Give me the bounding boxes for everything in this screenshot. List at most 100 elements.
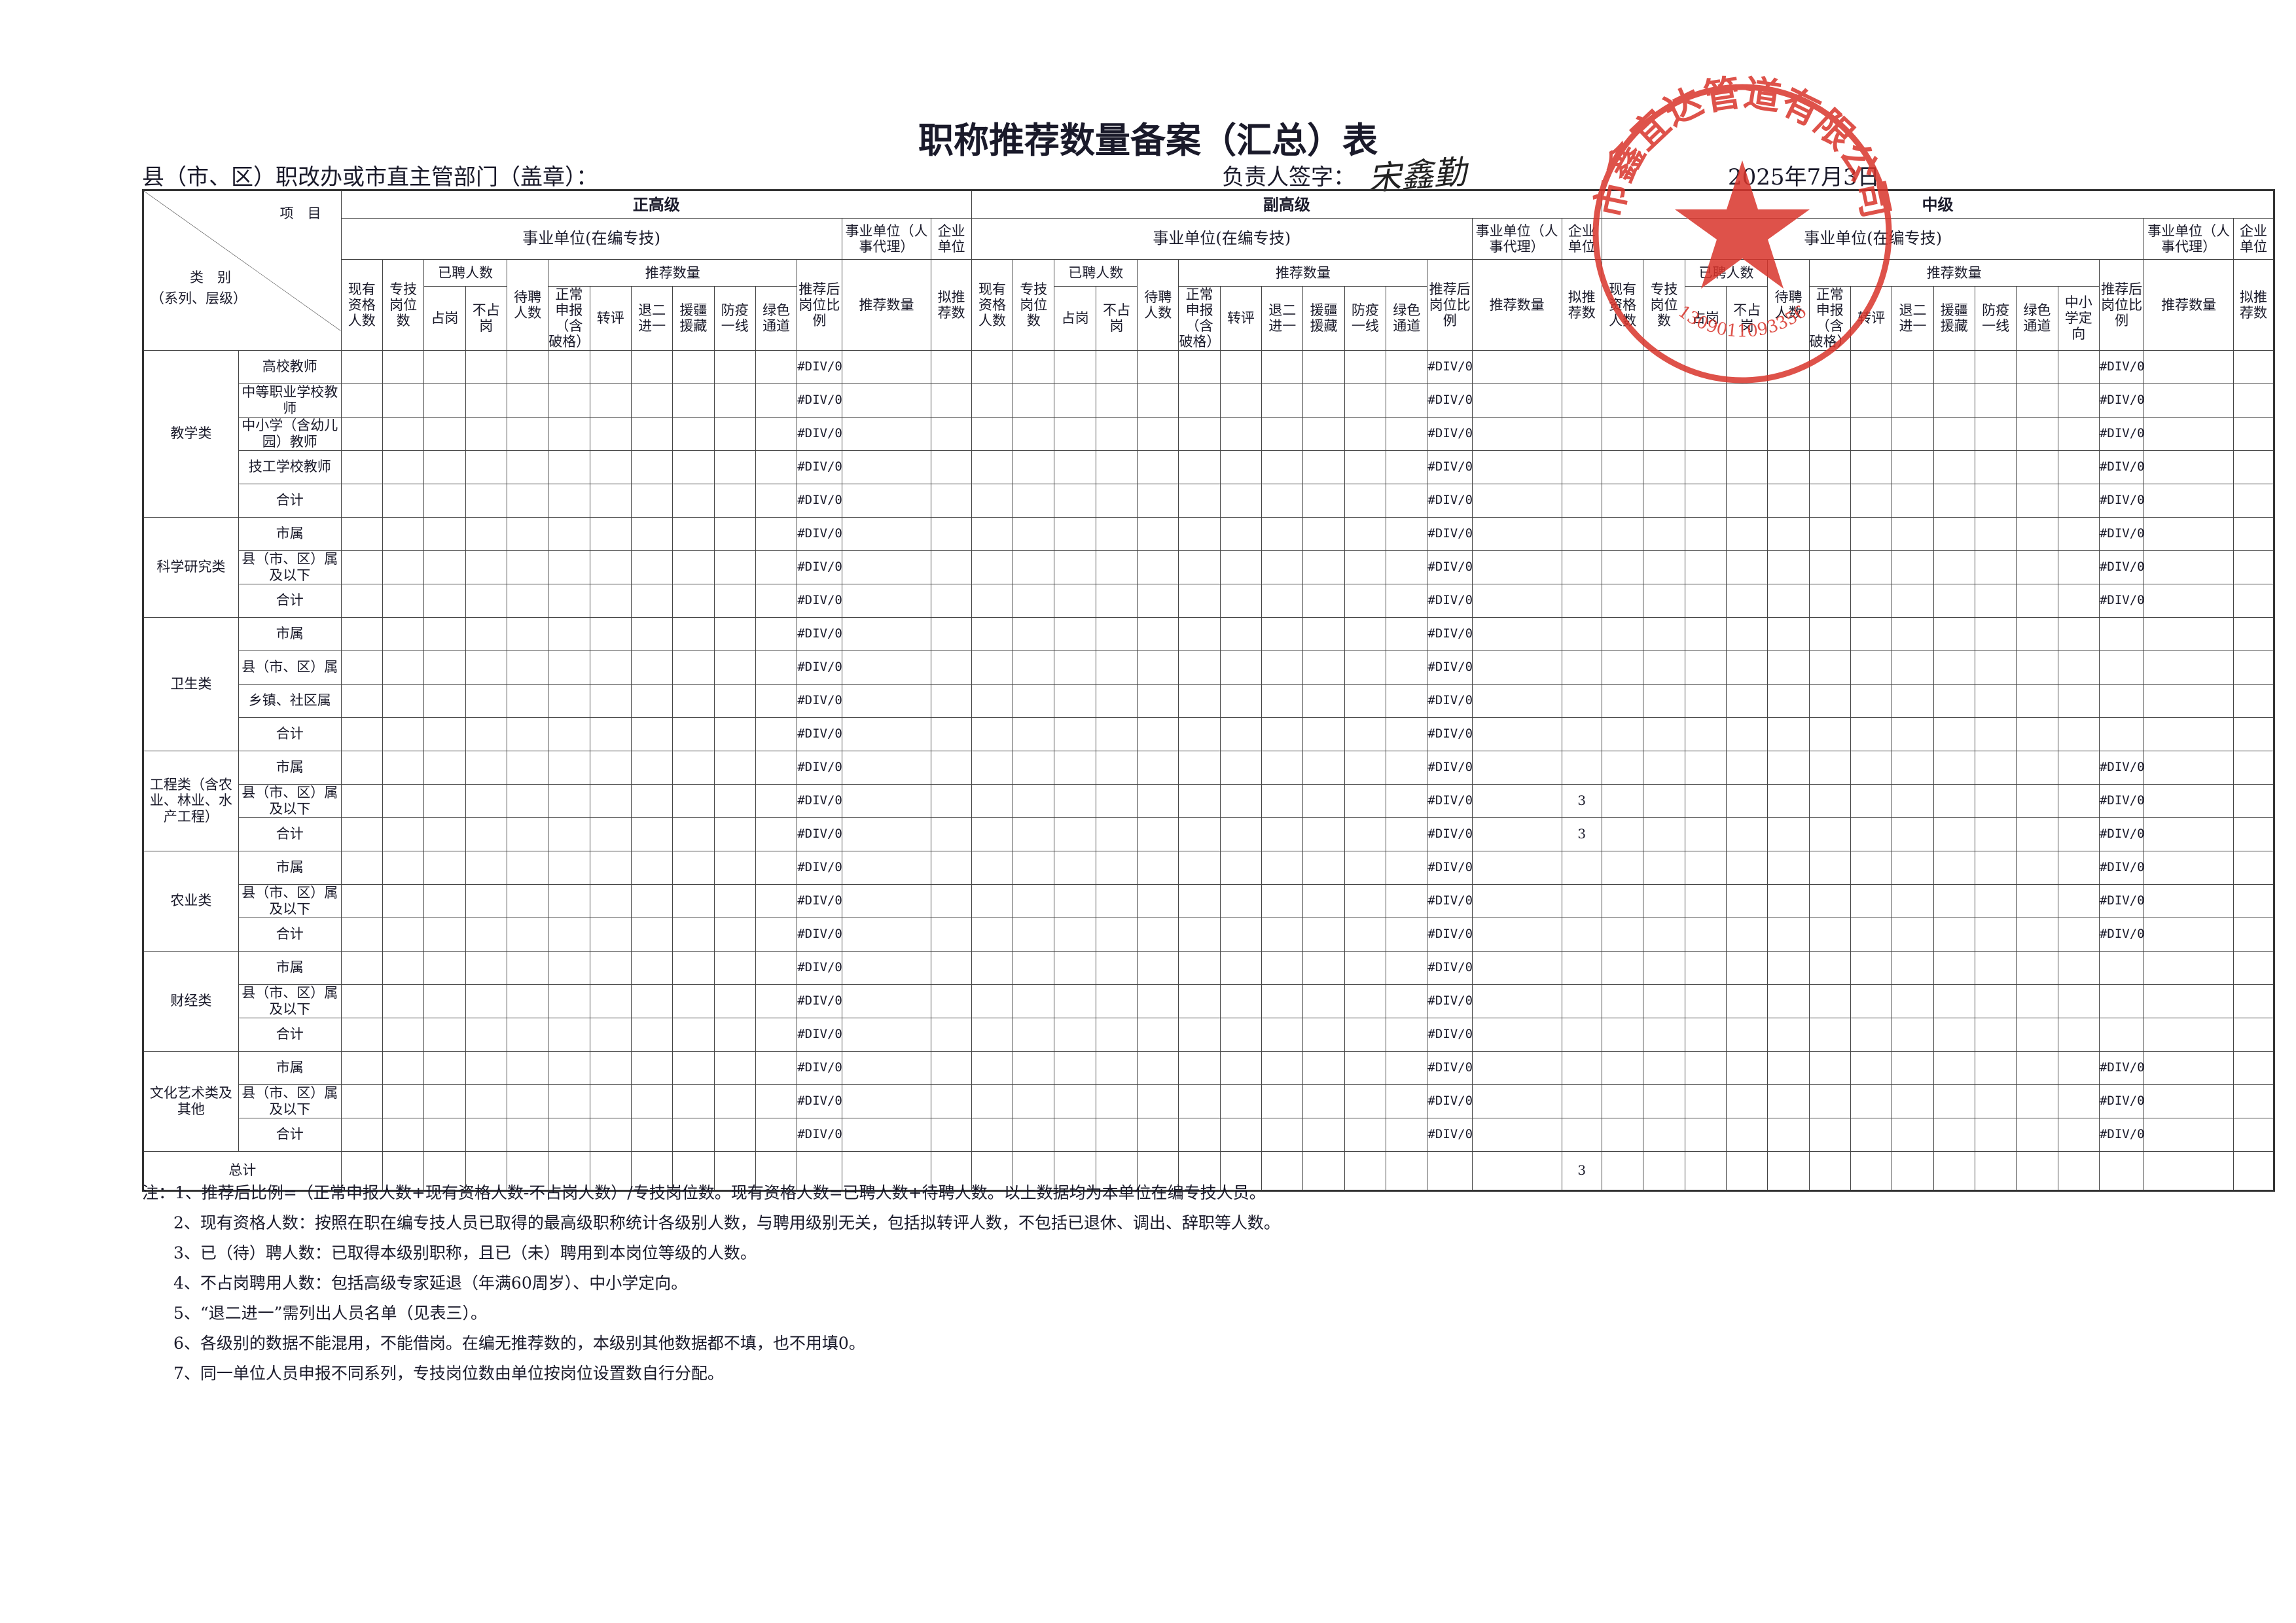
data-cell <box>1850 450 1893 484</box>
ratio-cell: #DIV/0! <box>2098 450 2145 484</box>
data-cell <box>713 783 756 818</box>
data-cell <box>2057 483 2100 518</box>
data-cell <box>1601 383 1644 418</box>
total-row: 总计 3 <box>143 1150 2274 1191</box>
data-cell <box>423 783 466 818</box>
data-cell <box>1933 1050 1975 1085</box>
data-cell <box>1137 483 1179 518</box>
data-cell <box>1892 950 1934 985</box>
data-cell <box>755 383 798 418</box>
data-cell <box>1601 616 1644 651</box>
data-cell <box>1725 383 1768 418</box>
data-cell <box>506 950 549 985</box>
data-cell <box>1561 383 1603 418</box>
data-cell <box>2144 1150 2234 1191</box>
data-cell <box>1892 1017 1934 1052</box>
data-cell <box>971 883 1014 918</box>
data-cell <box>1767 850 1810 885</box>
data-cell <box>589 683 632 718</box>
data-cell <box>2233 817 2274 851</box>
data-cell <box>1808 616 1851 651</box>
data-cell <box>797 1150 842 1191</box>
data-cell <box>2057 550 2100 584</box>
data-cell <box>1767 516 1810 551</box>
data-cell <box>548 817 590 851</box>
data-cell <box>506 717 549 751</box>
data-cell <box>2098 650 2145 685</box>
data-cell <box>1974 616 2017 651</box>
ratio-cell: #DIV/0! <box>797 883 842 918</box>
data-cell <box>1561 550 1603 584</box>
data-cell <box>506 783 549 818</box>
sub-column-header: 退二进一 <box>1892 286 1934 351</box>
data-cell <box>465 817 507 851</box>
data-cell <box>1344 583 1387 618</box>
data-cell <box>1386 717 1428 751</box>
data-cell <box>465 883 507 918</box>
data-cell <box>1601 583 1644 618</box>
data-cell <box>1054 850 1096 885</box>
sub-column-header: 占岗 <box>1684 286 1727 351</box>
data-cell <box>1471 950 1562 985</box>
data-cell <box>1561 450 1603 484</box>
data-cell <box>841 616 932 651</box>
data-cell <box>1261 883 1304 918</box>
data-cell <box>971 383 1014 418</box>
data-cell <box>1013 450 1055 484</box>
data-cell <box>506 483 549 518</box>
data-cell <box>2016 984 2058 1018</box>
data-cell <box>1178 984 1221 1018</box>
ratio-cell: #DIV/0! <box>1427 1017 1473 1052</box>
data-cell <box>1095 1150 1138 1191</box>
data-cell <box>2233 516 2274 551</box>
data-cell <box>382 616 425 651</box>
sub-column-header: 防疫一线 <box>1974 286 2017 351</box>
data-cell <box>340 950 383 985</box>
data-cell <box>755 349 798 384</box>
data-cell <box>1974 349 2017 384</box>
data-cell <box>841 516 932 551</box>
data-cell <box>1684 883 1727 918</box>
ratio-cell: #DIV/0! <box>797 416 842 451</box>
data-cell <box>1808 1017 1851 1052</box>
data-cell <box>713 416 756 451</box>
data-cell <box>1137 1050 1179 1085</box>
data-cell <box>755 883 798 918</box>
data-cell <box>1974 1150 2017 1191</box>
data-cell <box>713 1150 756 1191</box>
data-cell <box>506 616 549 651</box>
data-cell <box>2057 783 2100 818</box>
data-cell <box>1601 650 1644 685</box>
ratio-cell: #DIV/0! <box>1427 783 1473 818</box>
sub-column-header: 中小学定向 <box>2057 286 2100 351</box>
data-cell <box>1601 483 1644 518</box>
data-cell <box>755 583 798 618</box>
data-cell <box>1054 349 1096 384</box>
data-cell <box>1344 349 1387 384</box>
data-cell <box>1892 883 1934 918</box>
data-cell <box>1892 750 1934 785</box>
data-cell <box>1054 683 1096 718</box>
data-cell <box>1767 683 1810 718</box>
data-cell <box>1974 917 2017 952</box>
data-cell <box>1054 883 1096 918</box>
data-cell <box>1974 383 2017 418</box>
data-cell <box>2016 383 2058 418</box>
data-cell <box>1302 583 1345 618</box>
data-cell <box>841 583 932 618</box>
data-cell <box>1471 817 1562 851</box>
data-cell <box>1643 883 1685 918</box>
sub-column-header: 占岗 <box>1054 286 1096 351</box>
data-cell <box>1471 984 1562 1018</box>
data-cell <box>589 817 632 851</box>
data-cell <box>1178 616 1221 651</box>
data-cell <box>340 650 383 685</box>
data-cell <box>1850 1150 1893 1191</box>
data-cell <box>1850 950 1893 985</box>
data-cell <box>1471 483 1562 518</box>
data-cell <box>1725 349 1768 384</box>
column-header: 拟推荐数 <box>2233 259 2274 351</box>
data-cell <box>931 783 972 818</box>
data-cell <box>630 783 673 818</box>
